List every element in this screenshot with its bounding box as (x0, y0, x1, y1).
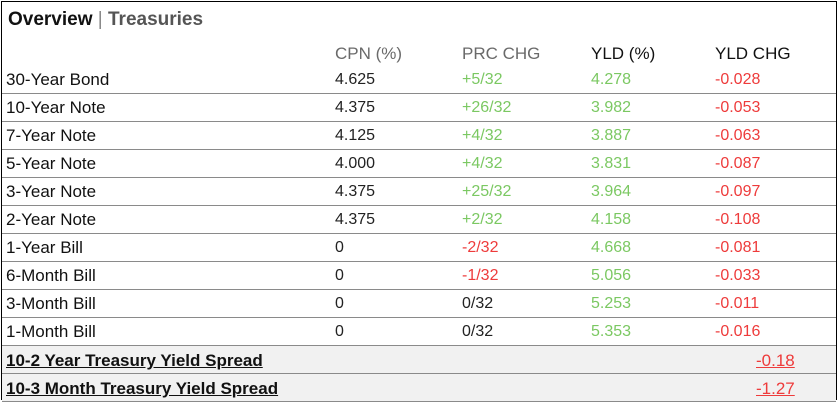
price-change-value: 0/32 (462, 323, 494, 340)
table-row[interactable]: 10-Year Note 4.375 +26/32 3.982 -0.053 (2, 94, 836, 122)
panel-header: Overview | Treasuries (2, 2, 836, 38)
yield-change-value: -0.033 (715, 267, 761, 284)
coupon-value: 0 (335, 323, 344, 340)
security-name: 30-Year Bond (6, 70, 110, 89)
yield-change-value: -0.097 (715, 183, 761, 200)
yield-change-value: -0.028 (715, 71, 761, 88)
title-treasuries[interactable]: Treasuries (108, 9, 204, 30)
yield-change-value: -0.053 (715, 99, 761, 116)
yield-change-value: -0.016 (715, 323, 761, 340)
yield-value: 5.056 (591, 267, 632, 284)
yield-value: 4.668 (591, 239, 632, 256)
yield-value: 3.831 (591, 155, 632, 172)
security-name: 1-Month Bill (6, 322, 96, 341)
spread-label-link[interactable]: 10-3 Month Treasury Yield Spread (6, 379, 279, 398)
table-row[interactable]: 6-Month Bill 0 -1/32 5.056 -0.033 (2, 262, 836, 290)
security-name: 3-Month Bill (6, 294, 96, 313)
yield-value: 5.353 (591, 323, 632, 340)
table-row[interactable]: 7-Year Note 4.125 +4/32 3.887 -0.063 (2, 122, 836, 150)
security-name: 3-Year Note (6, 182, 97, 201)
coupon-value: 4.000 (335, 155, 376, 172)
yield-change-value: -0.081 (715, 239, 761, 256)
security-name: 1-Year Bill (6, 238, 83, 257)
yield-change-value: -0.011 (715, 295, 760, 312)
table-row[interactable]: 3-Month Bill 0 0/32 5.253 -0.011 (2, 290, 836, 318)
column-header-yld: YLD (%) (591, 44, 656, 63)
coupon-value: 0 (335, 267, 344, 284)
yield-value: 5.253 (591, 295, 632, 312)
price-change-value: +4/32 (462, 155, 503, 172)
table-row[interactable]: 5-Year Note 4.000 +4/32 3.831 -0.087 (2, 150, 836, 178)
yield-change-value: -0.108 (715, 211, 761, 228)
spread-row[interactable]: 10-3 Month Treasury Yield Spread -1.27 (2, 374, 836, 402)
table-row[interactable]: 2-Year Note 4.375 +2/32 4.158 -0.108 (2, 206, 836, 234)
coupon-value: 4.375 (335, 99, 376, 116)
spread-row[interactable]: 10-2 Year Treasury Yield Spread -0.18 (2, 346, 836, 374)
price-change-value: 0/32 (462, 295, 494, 312)
coupon-value: 4.125 (335, 127, 376, 144)
price-change-value: +26/32 (462, 99, 512, 116)
panel-title: Overview | Treasuries (8, 9, 203, 31)
yield-change-value: -0.087 (715, 155, 761, 172)
security-name: 7-Year Note (6, 126, 97, 145)
spread-label-link[interactable]: 10-2 Year Treasury Yield Spread (6, 351, 263, 370)
price-change-value: +5/32 (462, 71, 503, 88)
security-name: 5-Year Note (6, 154, 97, 173)
price-change-value: -2/32 (462, 239, 499, 256)
yield-value: 3.964 (591, 183, 632, 200)
column-header-yld-chg: YLD CHG (715, 44, 791, 63)
title-separator: | (97, 9, 103, 30)
security-name: 6-Month Bill (6, 266, 96, 285)
spread-value-link[interactable]: -0.18 (756, 351, 795, 370)
security-name: 2-Year Note (6, 210, 97, 229)
table-row[interactable]: 1-Month Bill 0 0/32 5.353 -0.016 (2, 318, 836, 346)
table-row[interactable]: 30-Year Bond 4.625 +5/32 4.278 -0.028 (2, 66, 836, 94)
coupon-value: 4.375 (335, 183, 376, 200)
yield-change-value: -0.063 (715, 127, 761, 144)
price-change-value: +25/32 (462, 183, 512, 200)
table-row[interactable]: 3-Year Note 4.375 +25/32 3.964 -0.097 (2, 178, 836, 206)
yield-value: 4.278 (591, 71, 632, 88)
column-header-prc-chg: PRC CHG (462, 44, 541, 63)
table-row[interactable]: 1-Year Bill 0 -2/32 4.668 -0.081 (2, 234, 836, 262)
coupon-value: 4.375 (335, 211, 376, 228)
coupon-value: 0 (335, 295, 344, 312)
security-name: 10-Year Note (6, 98, 106, 117)
price-change-value: +2/32 (462, 211, 503, 228)
coupon-value: 4.625 (335, 71, 376, 88)
yield-value: 3.887 (591, 127, 632, 144)
price-change-value: -1/32 (462, 267, 499, 284)
yield-value: 3.982 (591, 99, 632, 116)
spread-value-link[interactable]: -1.27 (756, 379, 795, 398)
yield-value: 4.158 (591, 211, 632, 228)
column-header-cpn: CPN (%) (335, 44, 403, 63)
coupon-value: 0 (335, 239, 344, 256)
title-overview[interactable]: Overview (8, 9, 93, 30)
price-change-value: +4/32 (462, 127, 503, 144)
